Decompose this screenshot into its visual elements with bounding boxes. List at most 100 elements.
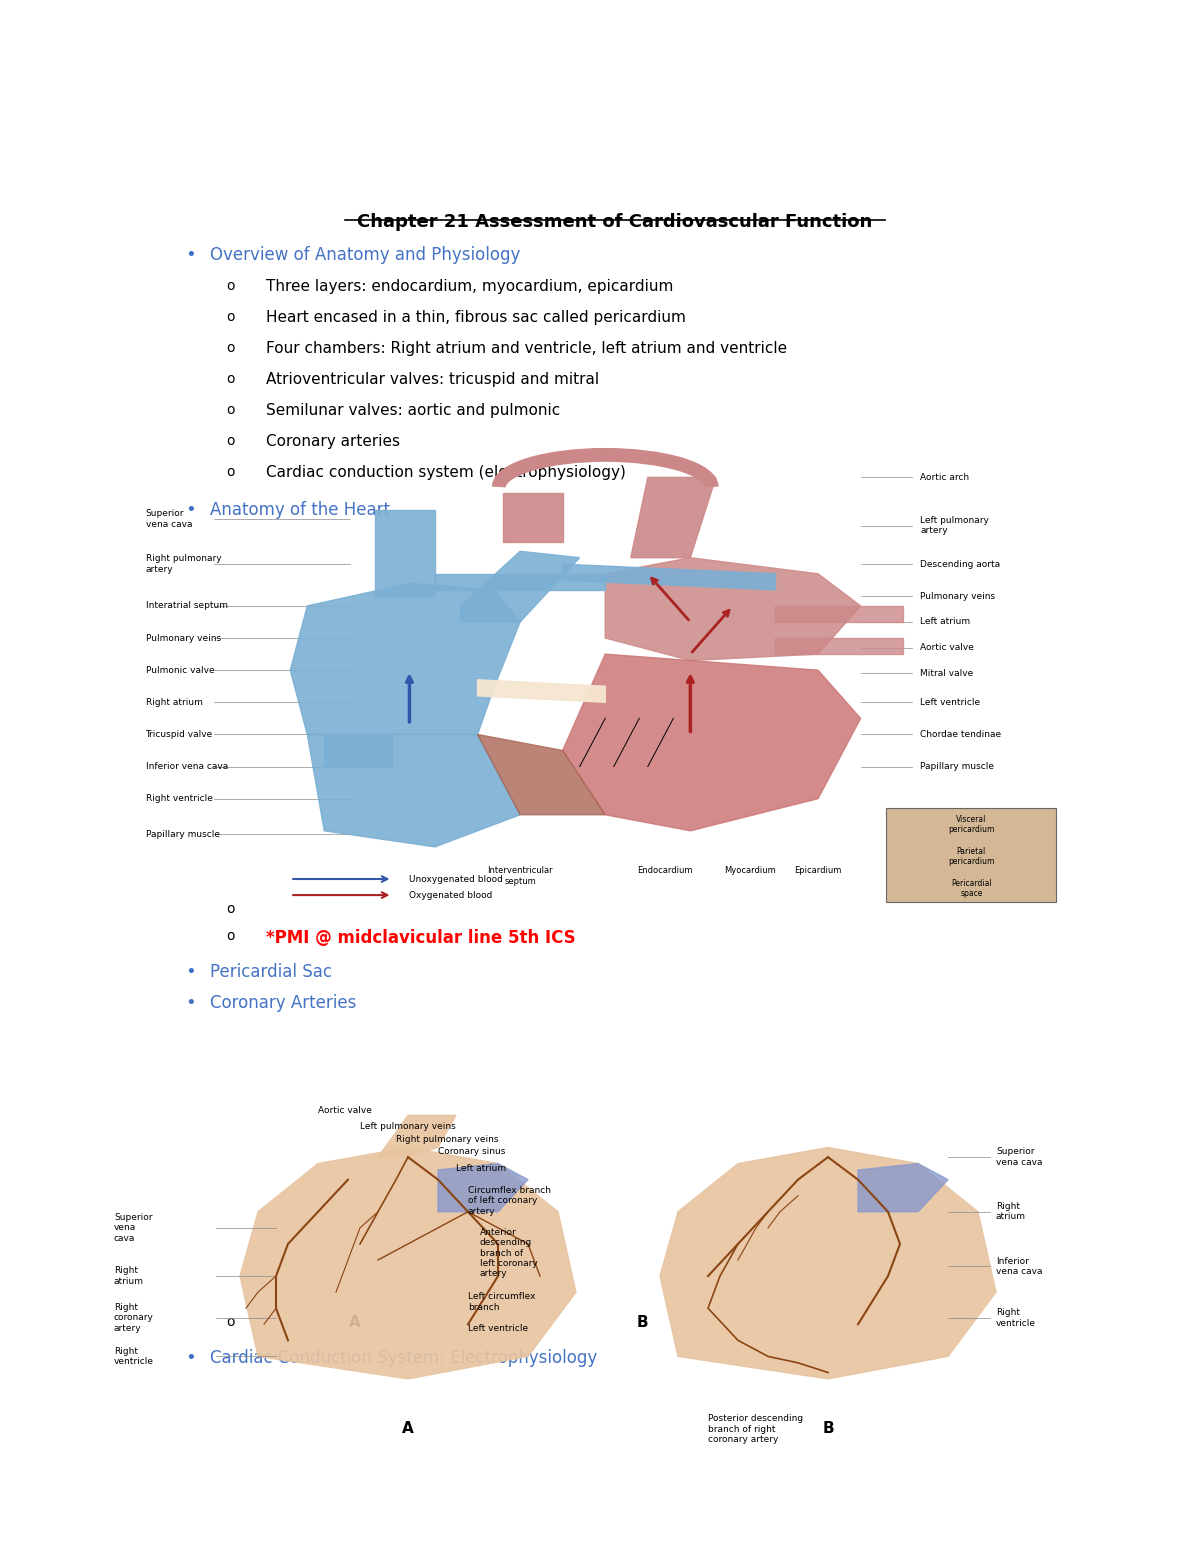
Text: Coronary arteries: Coronary arteries	[266, 435, 401, 449]
Text: Right pulmonary veins: Right pulmonary veins	[396, 1135, 498, 1143]
Text: o: o	[227, 373, 235, 387]
Polygon shape	[563, 654, 860, 831]
Text: Tricuspid valve: Tricuspid valve	[145, 730, 212, 739]
Text: Mitral valve: Mitral valve	[920, 669, 973, 677]
Polygon shape	[434, 573, 605, 590]
Text: Left ventricle: Left ventricle	[468, 1325, 528, 1334]
Text: Right pulmonary
artery: Right pulmonary artery	[145, 554, 221, 573]
Text: Coronary Arteries: Coronary Arteries	[210, 994, 356, 1013]
Text: o: o	[227, 404, 235, 418]
Text: Papillary muscle: Papillary muscle	[920, 763, 995, 770]
Polygon shape	[503, 494, 563, 542]
Text: Heart encased in a thin, fibrous sac called pericardium: Heart encased in a thin, fibrous sac cal…	[266, 311, 686, 325]
Text: Pulmonic valve: Pulmonic valve	[145, 666, 214, 674]
Text: •: •	[185, 994, 196, 1013]
Text: Superior
vena cava: Superior vena cava	[996, 1148, 1043, 1166]
Polygon shape	[376, 509, 434, 596]
Polygon shape	[563, 564, 775, 590]
Text: Unoxygenated blood: Unoxygenated blood	[409, 874, 503, 884]
Polygon shape	[886, 808, 1056, 901]
Text: •: •	[185, 963, 196, 981]
Polygon shape	[631, 477, 716, 558]
Text: Coronary sinus: Coronary sinus	[438, 1148, 505, 1157]
Polygon shape	[307, 735, 520, 846]
Text: Right
coronary
artery: Right coronary artery	[114, 1303, 154, 1332]
Text: Pericardial
space: Pericardial space	[950, 879, 991, 899]
Text: o: o	[227, 1314, 235, 1329]
Text: o: o	[227, 311, 235, 325]
Text: Aortic arch: Aortic arch	[920, 472, 970, 481]
Text: Interatrial septum: Interatrial septum	[145, 601, 228, 610]
Text: Inferior vena cava: Inferior vena cava	[145, 763, 228, 770]
Text: Myocardium: Myocardium	[724, 867, 776, 876]
Text: Epicardium: Epicardium	[794, 867, 841, 876]
Text: Right ventricle: Right ventricle	[145, 794, 212, 803]
Text: Overview of Anatomy and Physiology: Overview of Anatomy and Physiology	[210, 245, 521, 264]
Text: Chordae tendinae: Chordae tendinae	[920, 730, 1001, 739]
Polygon shape	[478, 680, 605, 702]
Text: Anatomy of the Heart: Anatomy of the Heart	[210, 502, 390, 519]
Polygon shape	[378, 1115, 456, 1157]
Text: Right
ventricle: Right ventricle	[114, 1346, 154, 1367]
Text: Inferior
vena cava: Inferior vena cava	[996, 1256, 1043, 1277]
Text: Cardiac conduction system (electrophysiology): Cardiac conduction system (electrophysio…	[266, 466, 626, 480]
Text: Parietal
pericardium: Parietal pericardium	[948, 846, 995, 867]
Text: B: B	[822, 1421, 834, 1435]
Text: •: •	[185, 502, 196, 519]
Text: Anterior
descending
branch of
left coronary
artery: Anterior descending branch of left coron…	[480, 1228, 538, 1278]
Text: Pericardial Sac: Pericardial Sac	[210, 963, 332, 981]
Text: o: o	[227, 466, 235, 480]
Text: Pulmonary veins: Pulmonary veins	[145, 634, 221, 643]
Text: Left ventricle: Left ventricle	[920, 697, 980, 707]
Text: Visceral
pericardium: Visceral pericardium	[948, 815, 995, 834]
Text: Papillary muscle: Papillary muscle	[145, 829, 220, 839]
Text: Superior
vena
cava: Superior vena cava	[114, 1213, 152, 1242]
Polygon shape	[324, 735, 392, 767]
Polygon shape	[775, 638, 904, 654]
Text: Chapter 21 Assessment of Cardiovascular Function: Chapter 21 Assessment of Cardiovascular …	[358, 213, 872, 231]
Text: •: •	[185, 1350, 196, 1367]
Text: Three layers: endocardium, myocardium, epicardium: Three layers: endocardium, myocardium, e…	[266, 280, 673, 294]
Text: o: o	[227, 342, 235, 356]
Text: o: o	[227, 902, 235, 916]
Text: Left circumflex
branch: Left circumflex branch	[468, 1292, 535, 1312]
Text: Posterior descending
branch of right
coronary artery: Posterior descending branch of right cor…	[708, 1415, 803, 1444]
Text: Endocardium: Endocardium	[637, 867, 692, 876]
Text: Left atrium: Left atrium	[456, 1163, 506, 1173]
Text: Oxygenated blood: Oxygenated blood	[409, 890, 493, 899]
Text: o: o	[227, 929, 235, 943]
Polygon shape	[290, 584, 520, 735]
Polygon shape	[478, 735, 605, 815]
Text: Right
atrium: Right atrium	[114, 1266, 144, 1286]
Text: Circumflex branch
of left coronary
artery: Circumflex branch of left coronary arter…	[468, 1186, 551, 1216]
Text: *PMI @ midclavicular line 5th ICS: *PMI @ midclavicular line 5th ICS	[266, 929, 576, 947]
Text: Pulmonary veins: Pulmonary veins	[920, 592, 995, 601]
Text: Left pulmonary veins: Left pulmonary veins	[360, 1121, 456, 1131]
Text: A: A	[349, 1314, 360, 1329]
Text: Right
ventricle: Right ventricle	[996, 1308, 1036, 1328]
Polygon shape	[858, 1163, 948, 1211]
Text: o: o	[227, 280, 235, 294]
Polygon shape	[240, 1148, 576, 1379]
Text: Left pulmonary
artery: Left pulmonary artery	[920, 516, 989, 536]
Text: A: A	[402, 1421, 414, 1435]
Polygon shape	[461, 551, 580, 621]
Text: Right atrium: Right atrium	[145, 697, 203, 707]
Text: Aortic valve: Aortic valve	[318, 1106, 372, 1115]
Text: Semilunar valves: aortic and pulmonic: Semilunar valves: aortic and pulmonic	[266, 404, 560, 418]
Polygon shape	[438, 1163, 528, 1211]
Text: Atrioventricular valves: tricuspid and mitral: Atrioventricular valves: tricuspid and m…	[266, 373, 599, 387]
Text: Superior
vena cava: Superior vena cava	[145, 509, 192, 530]
Text: •: •	[185, 245, 196, 264]
Polygon shape	[660, 1148, 996, 1379]
Text: B: B	[637, 1314, 649, 1329]
Text: o: o	[227, 435, 235, 449]
Text: Interventricular
septum: Interventricular septum	[487, 867, 553, 885]
Text: Right
atrium: Right atrium	[996, 1202, 1026, 1222]
Text: Cardiac Conduction System: Electrophysiology: Cardiac Conduction System: Electrophysio…	[210, 1350, 598, 1367]
Text: Descending aorta: Descending aorta	[920, 559, 1001, 568]
Text: Aortic valve: Aortic valve	[920, 643, 974, 652]
Text: Four chambers: Right atrium and ventricle, left atrium and ventricle: Four chambers: Right atrium and ventricl…	[266, 342, 787, 356]
Polygon shape	[605, 558, 860, 660]
Text: Left atrium: Left atrium	[920, 618, 971, 626]
